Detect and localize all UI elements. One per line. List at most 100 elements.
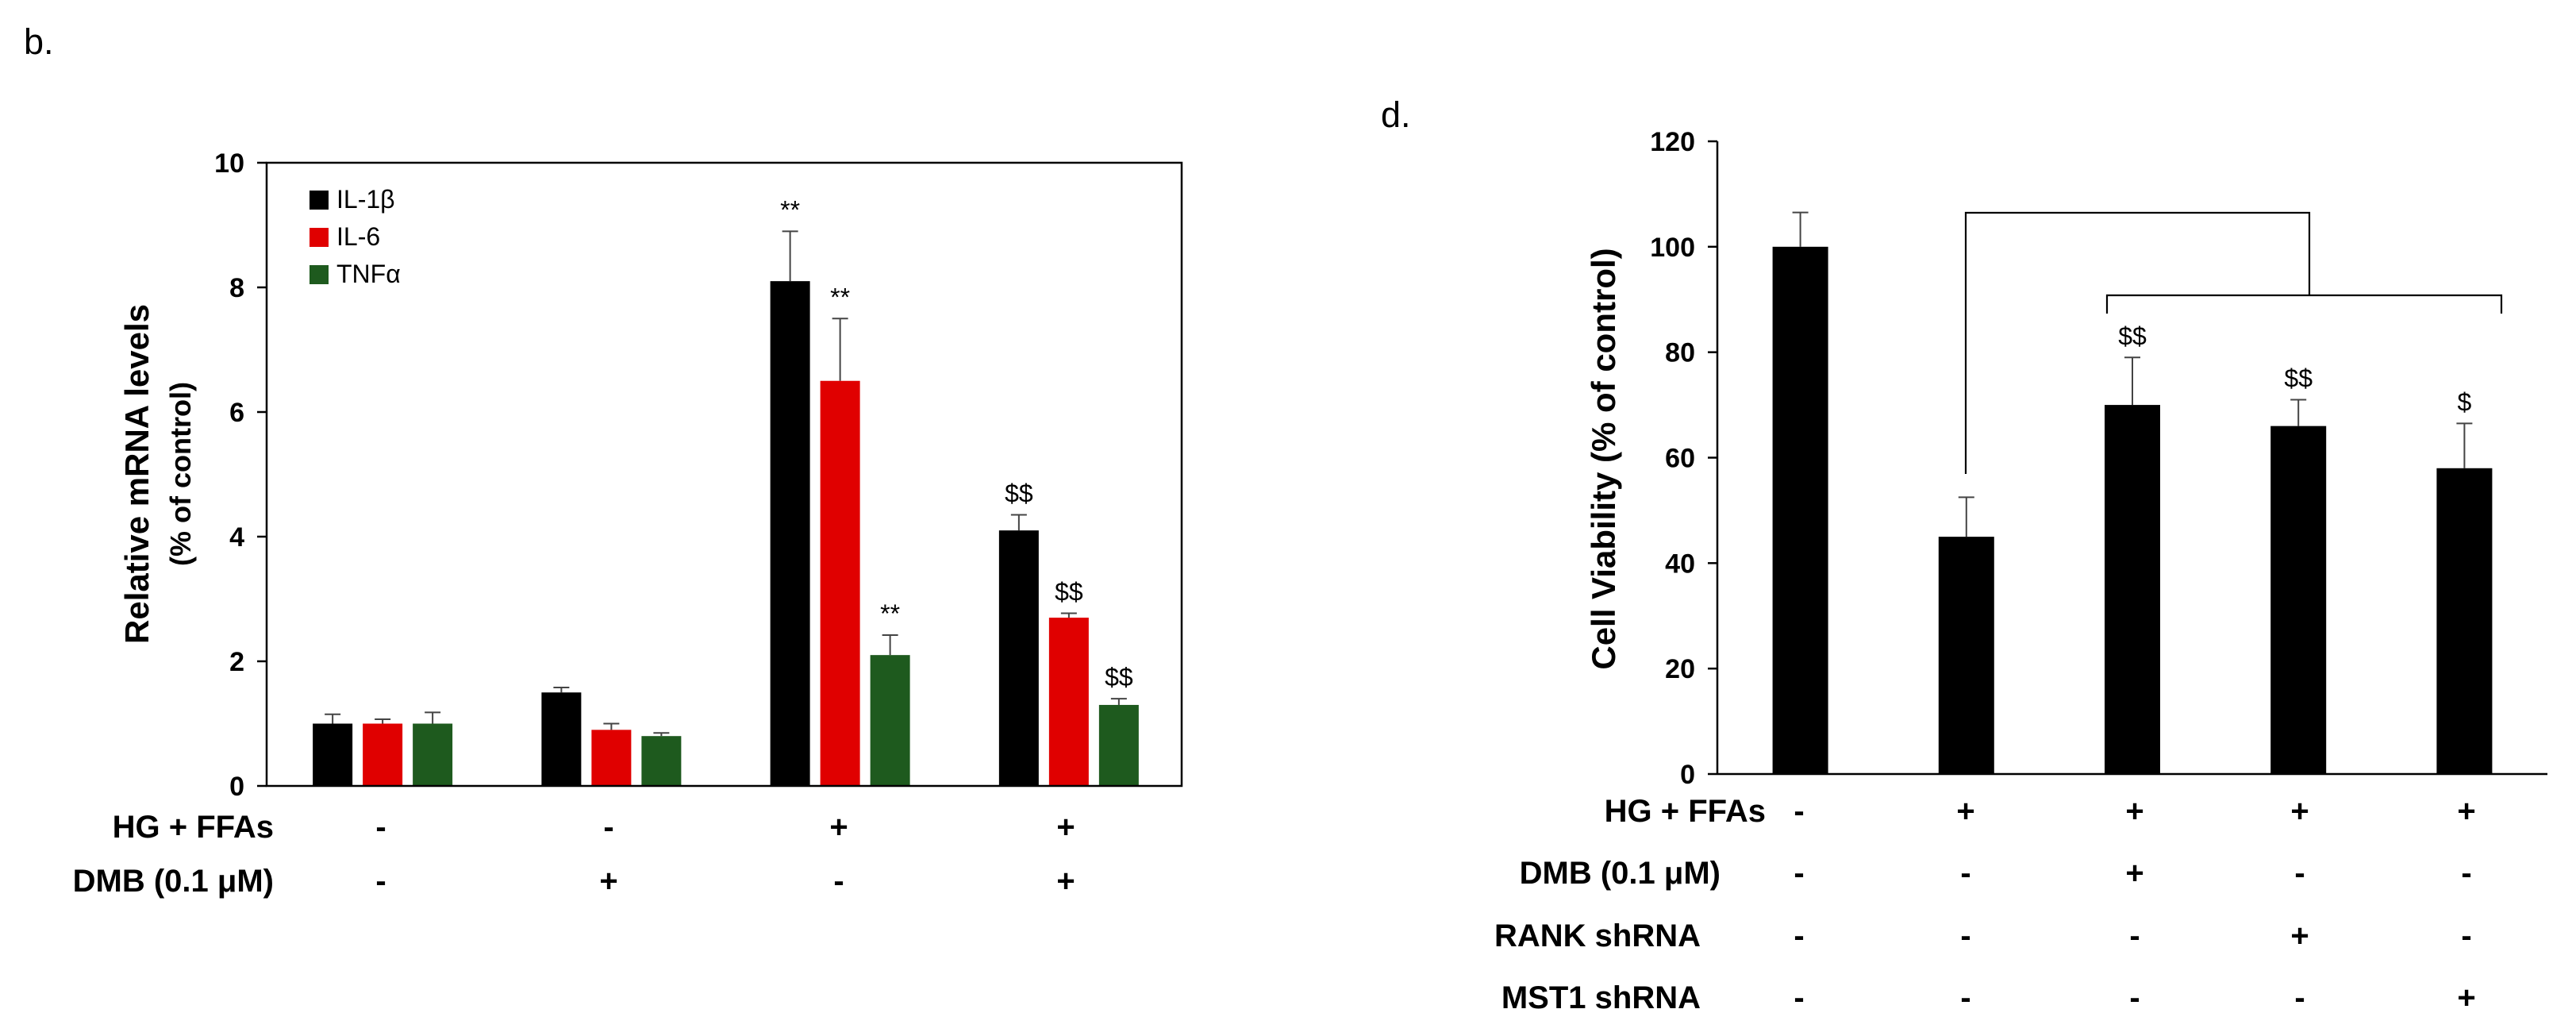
panel-b-significance-label: ** [830,283,850,311]
panel-b-bars: ** $$ ** $$ ** $$ [313,195,1139,786]
panel-b-bar [313,723,353,786]
panel-b-significance-label: $$ [1055,578,1083,607]
legend-swatch-tnfa [310,265,329,284]
legend-swatch-il1b [310,191,329,210]
panel-b-bar [770,281,810,786]
panel-d-cond-3-4: + [2457,980,2475,1015]
panel-b-cond-1-3: + [1056,864,1075,899]
panel-b-bar [363,723,403,786]
panel-d-cond-0-0: - [1794,794,1804,829]
panel-b-cond-0-3: + [1056,810,1075,845]
panel-d-bar [2270,426,2327,774]
panel-d-condition-label-3: MST1 shRNA [1501,980,1701,1015]
panel-b-plot-frame [265,161,1183,788]
panel-d-condition-label-2: RANK shRNA [1494,919,1701,953]
panel-b-cond-1-2: - [833,864,844,899]
legend-label-il6: IL-6 [336,222,380,251]
panel-d-ylabel: Cell Viability (% of control) [1585,248,1622,669]
panel-b-bar [413,723,453,786]
panel-d-cond-2-4: - [2461,919,2471,953]
panel-b-legend: IL-1β IL-6 TNFα [310,185,401,288]
panel-b-significance-label: ** [780,195,800,224]
panel-b-cond-1-1: + [599,864,617,899]
panel-d-cond-0-3: + [2290,794,2309,829]
panel-d-cond-3-1: - [1960,980,1970,1015]
panel-d-bar [2105,405,2160,774]
panel-d-cond-3-0: - [1794,980,1804,1015]
panel-b-y-axis-subtitle: (% of control) [164,382,197,566]
panel-b-ylabel: Relative mRNA levels [118,304,156,644]
panel-d-cond-1-0: - [1794,856,1804,891]
panel-b-ytick-label: 4 [229,522,244,553]
panel-b-ytick-label: 6 [229,398,244,428]
panel-d-cond-2-1: - [1960,919,1970,953]
panel-b-bar [870,655,910,786]
panel-d-cond-0-1: + [1956,794,1974,829]
panel-b-bar [1048,618,1089,786]
legend-swatch-il6 [310,228,329,247]
legend-label-tnfa: TNFα [336,260,401,288]
panel-b-y-axis-title: Relative mRNA levels [118,304,156,644]
panel-b-ytick-label: 2 [229,647,244,677]
comparison-bracket [1964,211,2503,474]
panel-b-ytick-label: 0 [229,772,244,802]
panel-d-cond-0-4: + [2457,794,2475,829]
panel-d-ytick-label: 40 [1665,549,1695,579]
panel-d-cond-3-3: - [2294,980,2305,1015]
panel-d-y-axis: 0 20 40 60 80 100 120 [1650,127,1717,790]
panel-b-bar [641,736,682,786]
panel-d-condition-table: HG + FFAs DMB (0.1 μM) RANK shRNA MST1 s… [1494,794,2476,1015]
panel-d-ytick-label: 120 [1650,127,1695,157]
panel-d-significance-label: $$ [2118,322,2147,350]
panel-b-bar [998,530,1039,786]
comparison-bracket-inner [2105,294,2503,314]
panel-d-bars: $$$$$ [1772,211,2493,774]
legend-label-il1b: IL-1β [336,185,395,214]
panel-b-cond-0-0: - [375,810,386,845]
panel-b-condition-table: HG + FFAs DMB (0.1 μM) - - + + - + - + [73,810,1075,899]
panel-b-cond-0-2: + [829,810,848,845]
panel-b-bar [820,380,860,786]
panel-d-y-axis-title: Cell Viability (% of control) [1585,248,1622,669]
panel-b-cond-0-1: - [603,810,613,845]
panel-d-cond-1-1: - [1960,856,1970,891]
panel-d-ytick-label: 20 [1665,654,1695,684]
panel-b-ylabel-sub: (% of control) [164,382,197,566]
panel-d-cond-1-2: + [2125,856,2143,891]
panel-b-ytick-label: 8 [229,273,244,303]
panel-d-cond-3-2: - [2129,980,2140,1015]
panel-d-significance-label: $$ [2284,364,2313,392]
panel-d-ytick-label: 60 [1665,444,1695,474]
panel-d-label: d. [1381,94,1411,135]
panel-d-bar [1938,537,1994,774]
panel-b-label: b. [24,21,54,62]
panel-b-bar [1098,704,1139,786]
panel-d-ytick-label: 0 [1680,760,1695,790]
panel-d-cond-0-2: + [2125,794,2143,829]
panel-d-ytick-label: 100 [1650,233,1695,263]
panel-b-condition-label-0: HG + FFAs [113,810,274,845]
panel-b-significance-label: ** [880,599,900,628]
panel-b-y-axis: 0 2 4 6 8 10 [214,148,267,802]
panel-b-bar [591,730,632,786]
panel-b-significance-label: $$ [1005,479,1033,508]
panel-d-cond-1-4: - [2461,856,2471,891]
panel-d-ytick-label: 80 [1665,338,1695,368]
panel-b-cond-1-0: - [375,864,386,899]
panel-b-ytick-label: 10 [214,148,244,179]
panel-d-bar [2436,468,2493,774]
comparison-bracket-outer [1964,211,2311,474]
panel-b-bar [541,692,582,786]
panel-d-significance-label: $ [2458,387,2472,416]
panel-d-condition-label-1: DMB (0.1 μM) [1520,856,1721,891]
panel-d-condition-label-0: HG + FFAs [1605,794,1766,829]
panel-b-significance-label: $$ [1105,663,1133,691]
panel-d-cond-2-3: + [2290,919,2309,953]
panel-d-cond-1-3: - [2294,856,2305,891]
panel-b-condition-label-1: DMB (0.1 μM) [73,864,274,899]
panel-d-bar [1772,246,1828,774]
panel-d-cond-2-0: - [1794,919,1804,953]
